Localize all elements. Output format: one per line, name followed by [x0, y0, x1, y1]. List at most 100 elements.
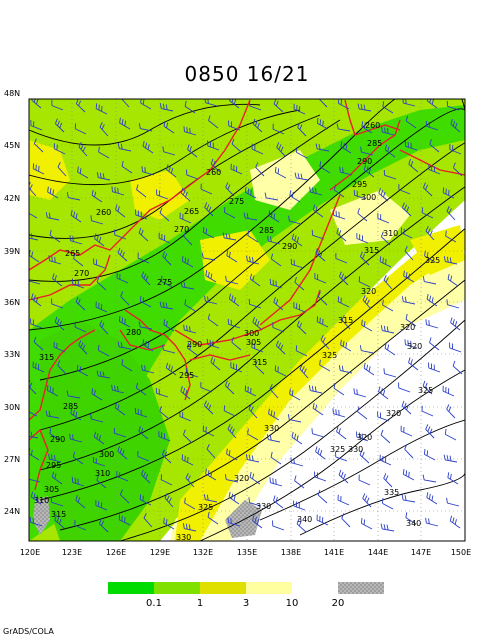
wind-barb [337, 296, 350, 308]
wind-barb [361, 121, 373, 134]
wind-barb [383, 473, 393, 488]
wind-barb [274, 365, 287, 377]
contour-label: 300 [244, 329, 259, 338]
contour-label: 320 [357, 433, 372, 442]
wind-barb [231, 138, 242, 153]
wind-barb [111, 384, 125, 394]
wind-barb [53, 143, 66, 155]
wind-barb [95, 301, 108, 313]
wind-barb [183, 126, 197, 136]
wind-barb [228, 120, 241, 131]
map-frame [28, 98, 466, 542]
wind-barb [319, 161, 331, 174]
wind-barb [72, 278, 85, 289]
contour-label: 320 [361, 287, 376, 296]
wind-barb [71, 476, 85, 487]
wind-barb [120, 291, 130, 306]
wind-barb [179, 212, 192, 224]
wind-barb [426, 492, 438, 505]
wind-barb [336, 123, 351, 132]
wind-barb [184, 299, 196, 312]
wind-barb [223, 405, 236, 417]
wind-barb [383, 169, 397, 180]
wind-barb [356, 431, 369, 442]
wind-barb [118, 514, 131, 526]
lon-label: 135E [237, 548, 257, 557]
wind-barb [47, 186, 59, 199]
wind-barb [72, 451, 84, 465]
wind-barb [229, 99, 240, 109]
contour-label: 315 [364, 246, 379, 255]
wind-barb [159, 406, 170, 420]
wind-barb [294, 172, 309, 181]
wind-barb [31, 293, 42, 307]
wind-barb [204, 202, 214, 217]
wind-barb [224, 474, 239, 483]
wind-barb [228, 491, 240, 505]
wind-barb [308, 385, 323, 394]
wind-barb [252, 118, 263, 133]
wind-barb [29, 431, 39, 439]
yellow-patch-4 [250, 150, 320, 210]
contour-label: 260 [365, 121, 380, 130]
contour-label: 285 [367, 139, 382, 148]
wind-barb [53, 341, 66, 353]
wind-barb [200, 183, 213, 195]
wind-barb [264, 192, 279, 201]
wind-barb [269, 384, 279, 399]
wind-barb [359, 345, 374, 354]
contour-label: 265 [65, 249, 80, 258]
wind-barb [114, 402, 126, 416]
wind-barb [180, 386, 191, 400]
wind-barb [404, 444, 414, 459]
wind-barb [185, 473, 195, 488]
wind-barb [361, 319, 373, 332]
wind-barb [99, 122, 109, 137]
wind-barb [296, 320, 307, 335]
wind-barb [74, 520, 87, 531]
wind-barb [96, 370, 111, 379]
wind-barb [121, 359, 133, 372]
wind-barb [184, 100, 196, 114]
wind-barb [49, 229, 61, 243]
legend-swatch [108, 582, 154, 594]
wind-barb [166, 164, 177, 178]
wind-barb [113, 427, 127, 438]
wind-barb [446, 497, 460, 507]
wind-barb [252, 515, 263, 529]
wind-barb [96, 475, 107, 489]
wind-barb [163, 517, 175, 530]
contour-label: 315 [51, 510, 66, 519]
wind-barb [203, 494, 218, 503]
wind-barb [231, 337, 242, 351]
contour-label: 340 [406, 519, 421, 528]
wind-barb [95, 500, 108, 511]
wind-barb [210, 357, 221, 371]
wind-barb [450, 119, 461, 133]
wind-barb [362, 295, 372, 310]
yellow-patch-1 [29, 140, 70, 200]
wind-barb [45, 212, 60, 221]
lat-label: 27N [4, 455, 20, 464]
wind-barb [272, 322, 285, 333]
contour-label: 290 [282, 242, 297, 251]
wind-barb [118, 315, 131, 328]
wind-barb [316, 514, 329, 526]
wind-barb [156, 189, 169, 200]
wind-barb [297, 122, 307, 137]
wind-barb [289, 388, 301, 401]
contour-label: 290 [187, 340, 202, 349]
wind-barb [162, 344, 176, 354]
wind-barb [353, 388, 367, 398]
wind-barb [66, 192, 81, 201]
wind-barb [117, 247, 128, 262]
longitude-labels: 120E 123E 126E 129E 132E 135E 138E 141E … [20, 548, 471, 557]
wind-barb [357, 406, 368, 420]
lat-label: 42N [4, 194, 20, 203]
wind-barb [203, 400, 214, 415]
wind-barb [135, 382, 147, 396]
wind-barb [96, 276, 107, 291]
wind-barb [202, 226, 215, 239]
wind-barb [452, 162, 463, 177]
wind-barb [442, 187, 455, 199]
